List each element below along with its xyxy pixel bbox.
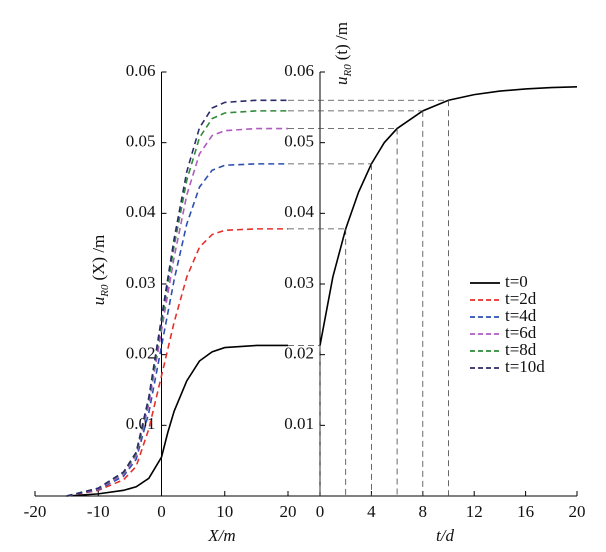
label-part: u [332,77,351,86]
y-tick-label: 0.02 [284,344,314,363]
x-tick-label: 0 [157,502,166,521]
label-part: u [89,297,108,306]
y-tick-label: 0.01 [284,414,314,433]
y-tick-label: 0.06 [284,61,314,80]
y-tick-label: 0.01 [126,414,156,433]
series-line [66,228,288,497]
series-line [66,110,288,497]
x-tick-label: 20 [280,502,297,521]
y-tick-label: 0.04 [284,202,314,221]
x-axis-label: X/m [207,526,235,545]
series-line [66,344,288,497]
y-tick-label: 0.04 [126,202,156,221]
y-tick-label: 0.03 [284,273,314,292]
x-tick-label: 8 [419,502,428,521]
legend-label: t=4d [505,306,537,325]
y-axis-label: uR0 (t) /m [332,22,354,85]
legend-label: t=10d [505,357,545,376]
y-tick-label: 0.05 [284,132,314,151]
x-tick-label: -10 [87,502,110,521]
y-axis-label: uR0 (X) /m [89,235,111,306]
legend-label: t=8d [505,340,537,359]
legend-label: t=6d [505,323,537,342]
y-tick-label: 0.03 [126,273,156,292]
series-line [66,99,288,497]
x-tick-label: 4 [367,502,376,521]
legend-label: t=2d [505,289,537,308]
y-tick-label: 0.05 [126,132,156,151]
x-tick-label: 12 [466,502,483,521]
label-sub: R0 [342,64,354,78]
series-line [66,127,288,497]
x-axis-label: t/d [436,526,454,545]
y-tick-label: 0.02 [126,344,156,363]
legend-label: t=0 [505,272,528,291]
label-part: (X) /m [89,235,108,281]
x-tick-label: 16 [517,502,534,521]
x-tick-label: 0 [316,502,325,521]
x-tick-label: -20 [24,502,47,521]
x-tick-label: 20 [569,502,586,521]
x-tick-label: 10 [216,502,233,521]
series-line [66,163,288,497]
label-sub: R0 [99,284,111,298]
label-part: (t) /m [332,22,351,60]
y-tick-label: 0.06 [126,61,156,80]
series-line [319,86,578,346]
